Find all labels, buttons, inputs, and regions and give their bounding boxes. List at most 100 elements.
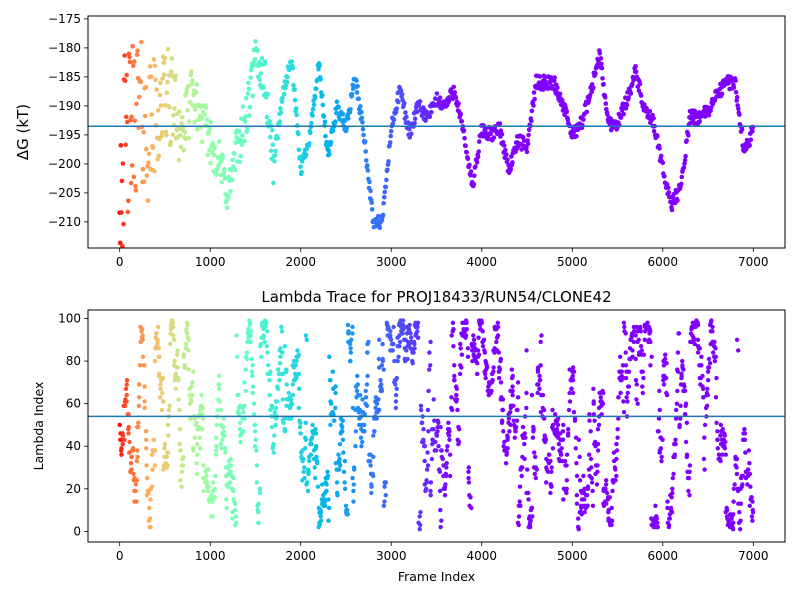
data-point (224, 497, 229, 502)
data-point (394, 375, 399, 381)
lambda-points (117, 318, 756, 532)
data-point (179, 484, 184, 489)
data-point (144, 146, 149, 152)
data-point (146, 160, 151, 166)
data-point (264, 114, 270, 120)
data-point (349, 91, 355, 97)
data-point (549, 465, 554, 470)
data-point (542, 433, 547, 438)
x-tick-label: 4000 (466, 255, 497, 269)
y-tick-label: −185 (48, 70, 81, 84)
data-point (183, 365, 188, 370)
data-point (340, 418, 345, 423)
data-point (684, 420, 690, 425)
data-point (595, 469, 600, 474)
data-point (252, 444, 258, 449)
data-point (216, 382, 222, 387)
data-point (637, 81, 643, 87)
data-point (354, 78, 359, 83)
data-point (738, 501, 744, 506)
data-point (709, 318, 714, 323)
data-point (718, 433, 723, 438)
data-point (513, 424, 519, 430)
data-point (253, 437, 259, 442)
data-point (379, 386, 384, 391)
data-point (700, 384, 705, 389)
data-point (350, 475, 355, 481)
data-point (451, 84, 457, 90)
y-tick-label: −175 (48, 12, 81, 26)
data-point (343, 503, 349, 508)
data-point (623, 363, 629, 368)
data-point (536, 382, 541, 387)
data-point (315, 461, 320, 466)
data-point (733, 90, 739, 95)
data-point (285, 74, 290, 80)
data-point (229, 177, 235, 183)
data-point (444, 461, 449, 466)
lambda-x-ticks: 0 1000 2000 3000 4000 5000 6000 7000 (116, 542, 769, 563)
data-point (592, 418, 597, 423)
data-point (526, 127, 532, 133)
data-point (695, 322, 701, 328)
data-point (256, 501, 261, 506)
data-point (421, 439, 426, 445)
data-point (397, 339, 403, 345)
data-point (742, 437, 748, 442)
data-point (254, 448, 259, 453)
data-point (137, 395, 142, 400)
data-point (231, 488, 236, 494)
data-point (424, 467, 430, 472)
data-point (422, 458, 427, 464)
data-point (675, 388, 680, 394)
data-point (714, 420, 719, 425)
data-point (552, 75, 557, 80)
data-point (289, 59, 295, 64)
data-point (425, 407, 431, 413)
data-point (253, 429, 258, 434)
data-point (549, 484, 554, 489)
data-point (186, 135, 191, 141)
data-point (711, 350, 716, 355)
data-point (172, 77, 178, 83)
data-point (205, 488, 211, 494)
data-point (705, 392, 710, 398)
data-point (361, 132, 366, 138)
data-point (672, 452, 677, 457)
data-point (705, 378, 711, 383)
data-point (498, 128, 504, 133)
data-point (171, 324, 176, 330)
data-point (204, 480, 210, 485)
data-point (393, 392, 399, 398)
data-point (447, 452, 453, 457)
data-point (440, 456, 445, 462)
data-point (129, 467, 134, 472)
data-point (603, 101, 609, 106)
data-point (224, 205, 230, 211)
data-point (233, 507, 238, 513)
data-point (686, 133, 691, 138)
data-point (473, 164, 478, 169)
data-point (630, 354, 635, 359)
data-point (159, 407, 165, 413)
data-point (367, 458, 373, 464)
data-point (669, 207, 675, 213)
data-point (360, 439, 365, 445)
data-point (313, 427, 318, 432)
data-point (714, 375, 719, 381)
data-point (734, 456, 740, 462)
data-point (529, 392, 535, 398)
data-point (341, 450, 346, 455)
data-point (340, 429, 345, 434)
data-point (341, 469, 347, 474)
data-point (231, 475, 236, 481)
data-point (587, 418, 592, 423)
data-point (148, 74, 154, 79)
data-point (615, 435, 620, 440)
data-point (534, 467, 539, 472)
data-point (296, 405, 301, 411)
data-point (309, 441, 314, 447)
data-point (571, 369, 577, 374)
data-point (398, 88, 404, 93)
data-point (360, 397, 365, 402)
